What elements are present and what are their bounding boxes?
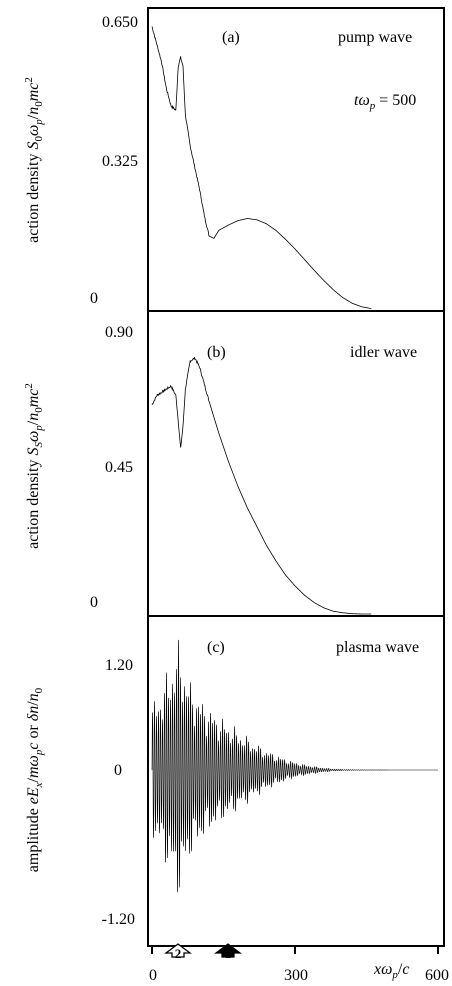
panel-a-title: pump wave — [338, 29, 412, 46]
panel-c-label: (c) — [207, 639, 225, 656]
panel-a: 0.650 0.325 0 (a) pump wave tωp = 500 ac… — [23, 14, 416, 309]
panel-b-ytick-mid: 0.45 — [105, 459, 133, 476]
panel-a-label: (a) — [222, 29, 240, 46]
marker-2-label: 2 — [175, 946, 182, 961]
marker-2-arrow — [164, 943, 192, 958]
plasma-wave-line — [151, 639, 438, 893]
panel-a-ylabel: action density S0ωp/n0mc2 — [23, 77, 45, 243]
panel-b-title: idler wave — [350, 344, 417, 361]
x-tick-300: 300 — [284, 967, 308, 984]
x-tick-600: 600 — [425, 967, 449, 984]
marker-arrows — [164, 943, 242, 958]
x-axis-label: xωp/c — [373, 961, 409, 981]
idler-wave-line — [151, 357, 372, 615]
panel-c-ytick-mid: 0 — [114, 762, 122, 779]
panel-b-ytick-bottom: 0 — [90, 594, 98, 611]
marker-1-arrow — [214, 943, 242, 958]
panel-c-frame — [147, 615, 445, 947]
panel-a-frame — [147, 7, 445, 312]
panel-b-label: (b) — [207, 344, 226, 361]
panel-c-ytick-top: 1.20 — [105, 657, 133, 674]
panel-b-ylabel: action density SSωp/n0mc2 — [23, 383, 45, 549]
panel-b: 0.90 0.45 0 (b) idler wave action densit… — [23, 324, 417, 615]
x-axis-ticks — [151, 946, 439, 954]
pump-wave-line — [151, 26, 372, 309]
panel-c: 1.20 0 -1.20 (c) plasma wave amplitude e… — [25, 639, 449, 984]
panel-c-ylabel: amplitude eEx/mωpc or δn/n0 — [25, 687, 45, 872]
panel-c-ytick-bottom: -1.20 — [102, 911, 135, 928]
x-tick-0: 0 — [149, 967, 157, 984]
panel-a-ytick-bottom: 0 — [90, 290, 98, 307]
marker-1-label: 1 — [225, 946, 232, 961]
panel-a-annotation: tωp = 500 — [354, 92, 416, 112]
panel-c-title: plasma wave — [336, 639, 419, 656]
panel-b-ytick-top: 0.90 — [105, 324, 133, 341]
panel-a-ytick-top: 0.650 — [102, 14, 138, 31]
panel-a-ytick-mid: 0.325 — [102, 153, 138, 170]
